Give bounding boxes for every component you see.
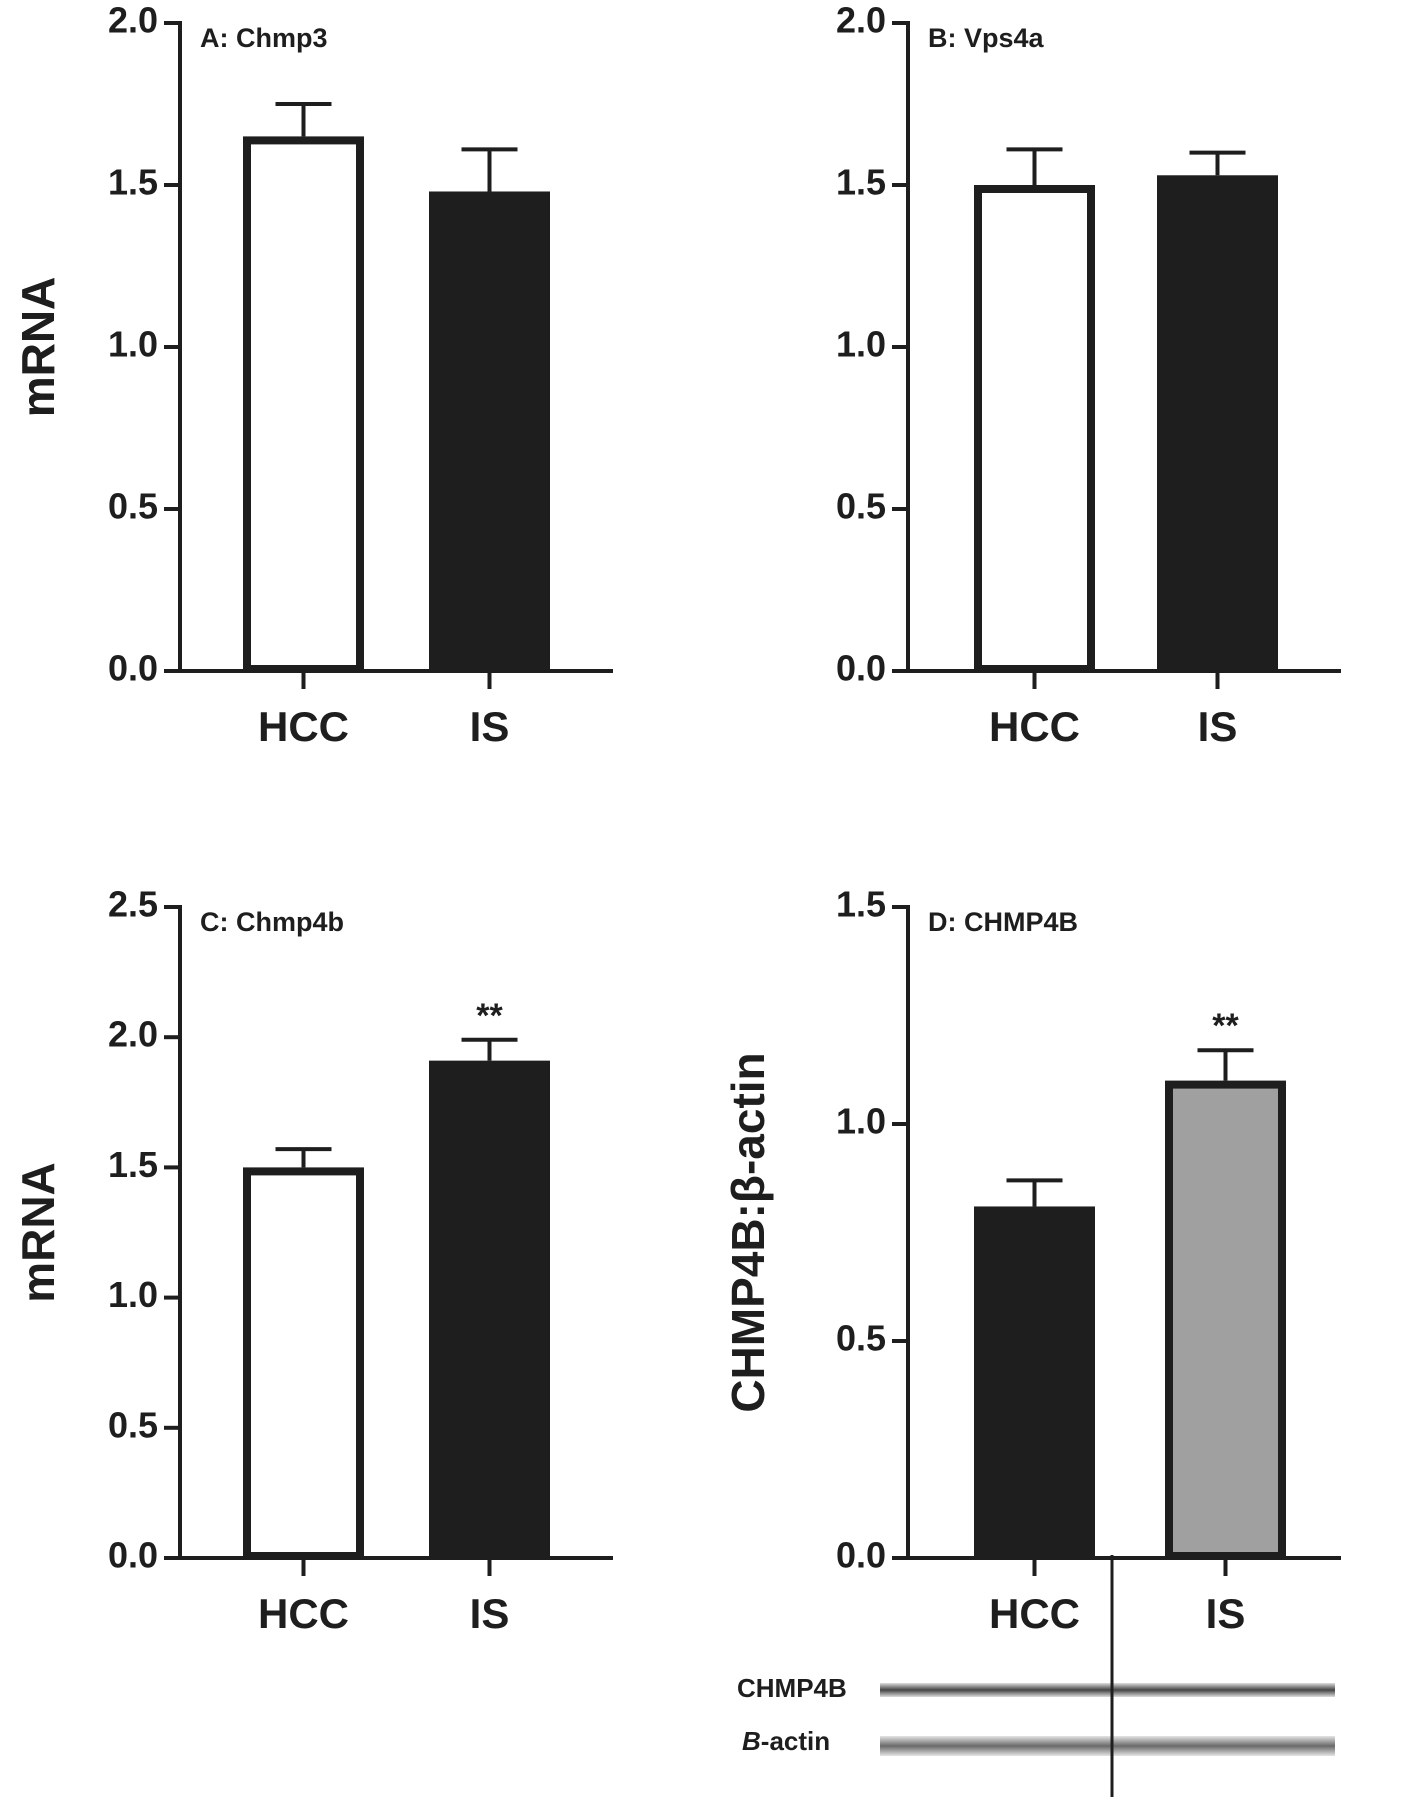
blot-label-rest: -actin	[761, 1726, 830, 1756]
panel: 0.0 0.5 1.0 1.5 2.0 2.5 C: Chmp4b mRNA HCC IS **	[12, 884, 613, 1637]
x-tick-label: HCC	[258, 1590, 349, 1637]
bar	[1165, 1080, 1286, 1560]
y-tick-label: 2.0	[108, 0, 158, 41]
x-tick-label: IS	[470, 1590, 510, 1637]
bar	[1157, 175, 1278, 673]
y-tick-label: 0.0	[836, 648, 886, 689]
y-tick-label: 1.0	[836, 1101, 886, 1142]
x-tick-label: HCC	[989, 1590, 1080, 1637]
x-tick-label: IS	[470, 703, 510, 750]
y-tick-label: 1.5	[836, 884, 886, 925]
bar	[429, 1060, 550, 1560]
panel-title: B: Vps4a	[928, 23, 1045, 53]
y-tick-label: 1.0	[108, 1274, 158, 1315]
western-blot	[880, 1555, 1335, 1797]
y-axis-label: mRNA	[12, 277, 64, 418]
y-tick-label: 0.5	[108, 486, 158, 527]
panel-title: D: CHMP4B	[928, 907, 1078, 937]
y-axis-label: mRNA	[12, 1162, 64, 1303]
blot-label-italic: B	[742, 1726, 761, 1756]
panel: 0.0 0.5 1.0 1.5 D: CHMP4B CHMP4B:β-actin HCC IS…	[722, 884, 1341, 1756]
x-tick-label: IS	[1198, 703, 1238, 750]
panel: 0.0 0.5 1.0 1.5 2.0 B: Vps4a mRNA HCC IS	[12, 0, 1341, 750]
blot-label: B-actin	[742, 1726, 830, 1756]
bar	[974, 185, 1095, 673]
significance: **	[476, 997, 503, 1035]
y-tick-label: 2.5	[108, 884, 158, 925]
y-tick-label: 1.0	[836, 324, 886, 365]
y-tick-label: 2.0	[836, 0, 886, 41]
blot-band	[880, 1683, 1335, 1697]
blot-label: CHMP4B	[737, 1673, 847, 1703]
x-tick-label: IS	[1206, 1590, 1246, 1637]
panel-title: C: Chmp4b	[200, 907, 344, 937]
y-axis-label: mRNA	[12, 277, 64, 418]
y-tick-label: 0.0	[836, 1535, 886, 1576]
blot-band	[880, 1736, 1335, 1756]
bar	[243, 1167, 364, 1561]
y-tick-label: 0.5	[836, 486, 886, 527]
bar	[974, 1206, 1095, 1560]
y-tick-label: 1.0	[108, 324, 158, 365]
x-tick-label: HCC	[989, 703, 1080, 750]
y-tick-label: 0.0	[108, 648, 158, 689]
y-tick-label: 0.0	[108, 1535, 158, 1576]
bar	[429, 191, 550, 673]
x-tick-label: HCC	[258, 703, 349, 750]
y-axis-label: CHMP4B:β-actin	[722, 1052, 774, 1412]
y-tick-label: 1.5	[108, 162, 158, 203]
y-tick-label: 2.0	[108, 1014, 158, 1055]
y-tick-label: 1.5	[836, 162, 886, 203]
panel-title: A: Chmp3	[200, 23, 328, 53]
y-tick-label: 0.5	[836, 1318, 886, 1359]
bar	[243, 136, 364, 673]
y-tick-label: 0.5	[108, 1404, 158, 1445]
panel: 0.0 0.5 1.0 1.5 2.0 A: Chmp3 mRNA HCC IS	[12, 0, 613, 750]
significance: **	[1212, 1007, 1239, 1045]
y-tick-label: 1.5	[108, 1144, 158, 1185]
